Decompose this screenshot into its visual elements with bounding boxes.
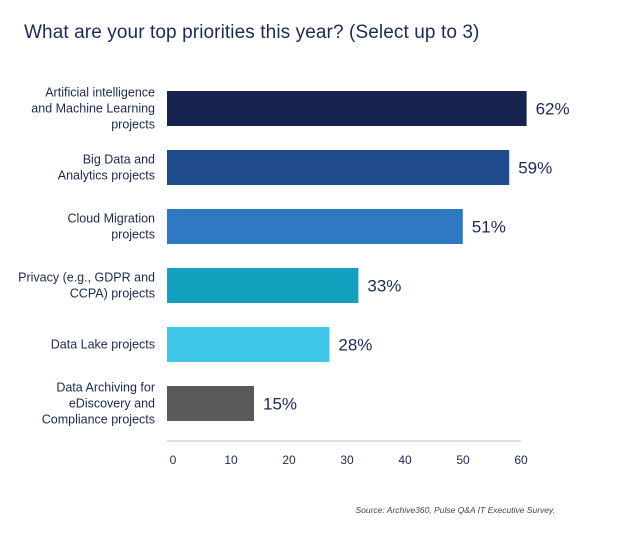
category-label-5-2: Compliance projects xyxy=(42,413,155,427)
value-label-1: 59% xyxy=(518,159,552,178)
x-tick-10: 10 xyxy=(224,453,238,467)
value-label-5: 15% xyxy=(263,395,297,414)
category-label-0-1: and Machine Learning xyxy=(31,102,155,116)
category-label-3-0: Privacy (e.g., GDPR and xyxy=(18,271,155,285)
category-label-5-1: eDiscovery and xyxy=(69,397,155,411)
bar-2 xyxy=(167,209,463,244)
category-label-0-2: projects xyxy=(111,118,155,132)
x-tick-60: 60 xyxy=(514,453,528,467)
category-label-1-1: Analytics projects xyxy=(58,169,155,183)
category-label-2-1: projects xyxy=(111,228,155,242)
bar-5 xyxy=(167,386,254,421)
source-note: Source: Archive360, Pulse Q&A IT Executi… xyxy=(355,505,555,515)
category-label-4-0: Data Lake projects xyxy=(51,338,155,352)
x-tick-40: 40 xyxy=(398,453,412,467)
category-label-5-0: Data Archiving for xyxy=(56,381,155,395)
value-label-0: 62% xyxy=(536,100,570,119)
category-label-2-0: Cloud Migration xyxy=(67,212,155,226)
x-tick-0: 0 xyxy=(170,453,177,467)
bar-0 xyxy=(167,91,527,126)
x-tick-20: 20 xyxy=(282,453,296,467)
value-label-2: 51% xyxy=(472,218,506,237)
category-label-1-0: Big Data and xyxy=(83,153,155,167)
x-tick-30: 30 xyxy=(340,453,354,467)
bar-1 xyxy=(167,150,510,185)
value-label-4: 28% xyxy=(338,336,372,355)
bar-3 xyxy=(167,268,359,303)
category-label-0-0: Artificial intelligence xyxy=(45,86,155,100)
value-label-3: 33% xyxy=(367,277,401,296)
x-tick-50: 50 xyxy=(456,453,470,467)
chart-title: What are your top priorities this year? … xyxy=(24,22,480,43)
category-label-3-1: CCPA) projects xyxy=(70,287,155,301)
bar-4 xyxy=(167,327,330,362)
